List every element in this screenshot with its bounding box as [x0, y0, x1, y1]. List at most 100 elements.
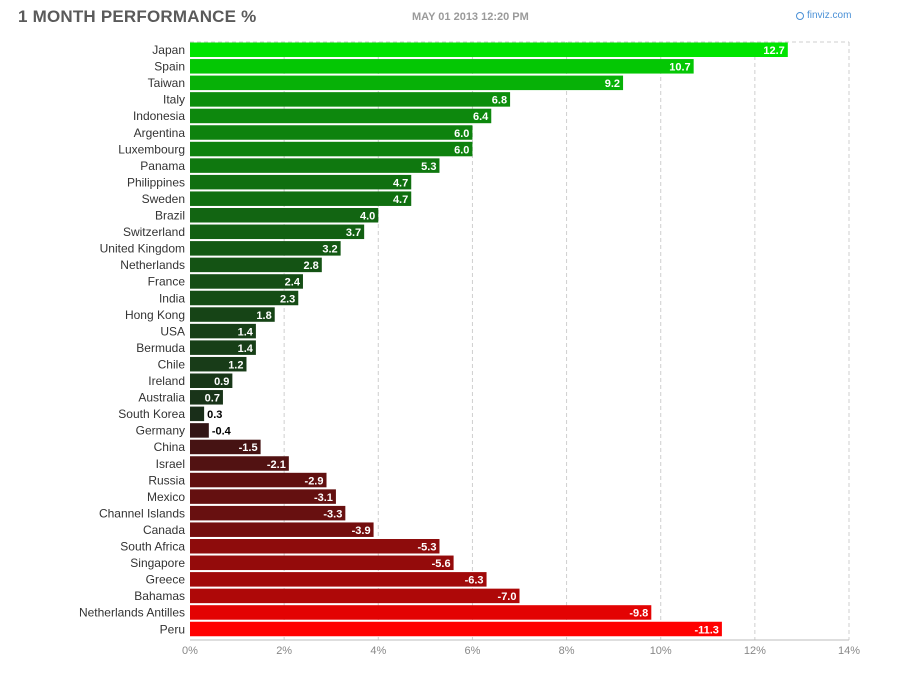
value-label: 6.4 — [473, 111, 489, 123]
category-label: Mexico — [147, 490, 185, 504]
bar — [190, 241, 341, 256]
value-label: -6.3 — [465, 575, 484, 587]
value-label: -3.9 — [352, 525, 371, 537]
category-label: Bermuda — [136, 341, 185, 355]
bar — [190, 505, 346, 521]
category-label: China — [154, 440, 186, 454]
value-label: -3.3 — [323, 508, 342, 520]
category-label: Netherlands Antilles — [79, 606, 185, 620]
category-label: Brazil — [155, 209, 185, 223]
value-label: 3.2 — [322, 244, 337, 256]
category-label: Ireland — [148, 374, 185, 388]
value-label: 6.0 — [454, 128, 469, 140]
bar — [190, 75, 624, 91]
x-tick-label: 4% — [370, 645, 386, 657]
category-label: Australia — [138, 391, 185, 405]
x-tick-label: 0% — [182, 645, 198, 657]
value-label: 6.0 — [454, 144, 469, 156]
category-label: France — [148, 275, 186, 289]
value-label: 0.7 — [205, 393, 220, 405]
bar — [190, 42, 788, 57]
value-label: 0.3 — [207, 409, 222, 421]
value-label: 2.4 — [285, 277, 301, 289]
value-label: 3.7 — [346, 227, 361, 239]
category-label: Peru — [160, 622, 185, 636]
category-label: Argentina — [134, 126, 186, 140]
bar — [190, 158, 440, 173]
bar — [190, 125, 473, 140]
category-label: United Kingdom — [100, 242, 185, 256]
category-label: Greece — [146, 573, 186, 587]
value-label: -2.9 — [305, 475, 324, 487]
value-label: 6.8 — [492, 95, 507, 107]
bar — [190, 191, 412, 206]
value-label: 9.2 — [605, 78, 620, 90]
value-label: 12.7 — [763, 45, 784, 57]
x-tick-label: 2% — [276, 645, 292, 657]
value-label: 2.3 — [280, 293, 295, 305]
tick-layer: 0% 2% 4% 6% 8% 10% 12% 14% — [182, 645, 860, 657]
category-label: South Korea — [118, 407, 185, 421]
category-label: Channel Islands — [99, 506, 185, 520]
category-label: Sweden — [142, 192, 185, 206]
value-label: 1.8 — [256, 310, 271, 322]
category-label: Bahamas — [134, 589, 185, 603]
bar — [190, 174, 412, 190]
bar — [190, 456, 289, 471]
category-label: South Africa — [120, 540, 185, 554]
bar — [190, 406, 205, 422]
bar — [190, 439, 261, 455]
bar-layer — [190, 42, 788, 637]
category-label: India — [159, 291, 185, 305]
value-label: -9.8 — [629, 608, 648, 620]
bar — [190, 356, 247, 372]
value-label: -5.3 — [418, 542, 437, 554]
bar — [190, 539, 440, 554]
bar — [190, 390, 223, 405]
category-label: USA — [160, 324, 185, 338]
bar — [190, 59, 694, 74]
value-label: 1.2 — [228, 359, 243, 371]
category-label: Indonesia — [133, 109, 185, 123]
bar — [190, 208, 379, 223]
x-tick-label: 8% — [559, 645, 575, 657]
bar — [190, 522, 374, 537]
value-label: 0.9 — [214, 376, 229, 388]
value-label: 2.8 — [304, 260, 319, 272]
category-label: Italy — [163, 93, 185, 107]
bar — [190, 555, 454, 571]
x-tick-label: 12% — [744, 645, 766, 657]
category-label: Israel — [156, 457, 185, 471]
value-label: 1.4 — [238, 326, 254, 338]
bar — [190, 472, 327, 488]
bar — [190, 257, 322, 273]
bar — [190, 274, 303, 289]
category-label: Russia — [148, 473, 185, 487]
bar — [190, 572, 487, 587]
label-layer: Japan 12.7 Spain 10.7 Taiwan 9.2 Italy 6.8 Indon… — [79, 43, 785, 636]
timestamp: MAY 01 2013 12:20 PM — [412, 11, 529, 23]
category-label: Japan — [152, 43, 185, 57]
value-label: -1.5 — [239, 442, 258, 454]
x-tick-label: 6% — [464, 645, 480, 657]
category-label: Switzerland — [123, 225, 185, 239]
category-label: Luxembourg — [118, 142, 185, 156]
value-label: 10.7 — [669, 62, 690, 74]
brand-label: finviz.com — [807, 10, 852, 21]
bar — [190, 290, 299, 306]
category-label: Singapore — [130, 556, 185, 570]
bar — [190, 588, 520, 604]
value-label: 1.4 — [238, 343, 254, 355]
value-label: 4.7 — [393, 194, 408, 206]
value-label: -2.1 — [267, 459, 286, 471]
brand-link[interactable]: finviz.com — [796, 10, 851, 21]
bar — [190, 423, 209, 438]
bar — [190, 224, 365, 240]
x-tick-label: 14% — [838, 645, 860, 657]
bar — [190, 621, 722, 637]
category-label: Spain — [154, 60, 185, 74]
value-label: -5.6 — [432, 558, 451, 570]
value-label: -7.0 — [498, 591, 517, 603]
value-label: -0.4 — [212, 426, 232, 438]
bar — [190, 92, 511, 107]
